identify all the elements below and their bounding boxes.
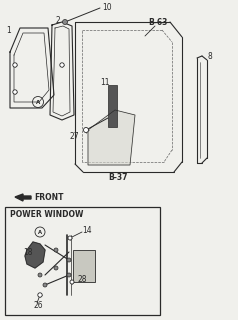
Text: POWER WINDOW: POWER WINDOW: [10, 210, 83, 219]
Text: 11: 11: [100, 77, 109, 86]
Circle shape: [54, 248, 58, 252]
Text: 14: 14: [82, 226, 92, 235]
Text: 26: 26: [33, 301, 43, 310]
Text: 8: 8: [208, 52, 213, 60]
Polygon shape: [15, 194, 31, 201]
Circle shape: [68, 236, 72, 240]
Circle shape: [13, 63, 17, 67]
Text: A: A: [38, 229, 42, 235]
Polygon shape: [25, 242, 45, 268]
Text: 18: 18: [23, 247, 33, 257]
Polygon shape: [88, 110, 135, 165]
Text: B-37: B-37: [108, 172, 128, 181]
Circle shape: [60, 63, 64, 67]
Circle shape: [43, 283, 47, 287]
Text: 2: 2: [55, 15, 60, 25]
Circle shape: [70, 280, 74, 284]
Circle shape: [63, 20, 68, 25]
Circle shape: [67, 258, 71, 262]
Text: FRONT: FRONT: [34, 193, 64, 202]
Text: 28: 28: [77, 276, 86, 284]
Text: 1: 1: [6, 26, 11, 35]
Circle shape: [38, 273, 42, 277]
Text: 27: 27: [70, 132, 80, 140]
FancyBboxPatch shape: [108, 85, 117, 127]
Circle shape: [54, 266, 58, 270]
FancyBboxPatch shape: [73, 250, 95, 282]
FancyBboxPatch shape: [5, 207, 160, 315]
Text: A: A: [36, 100, 40, 105]
Circle shape: [13, 90, 17, 94]
Circle shape: [38, 293, 42, 297]
Circle shape: [84, 127, 89, 132]
Text: 10: 10: [102, 3, 112, 12]
Circle shape: [67, 273, 71, 277]
Text: B-63: B-63: [148, 18, 167, 27]
